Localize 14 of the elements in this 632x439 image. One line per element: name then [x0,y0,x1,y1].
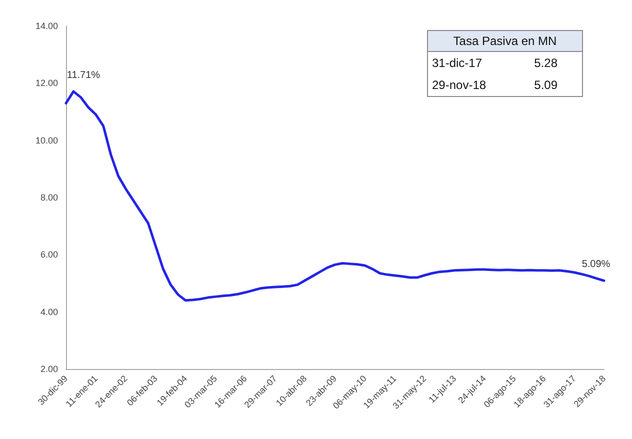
y-tick-label: 8.00 [40,192,58,202]
annotation: 31-dic-17 [431,55,484,72]
y-tick-label: 4.00 [40,306,58,317]
y-tick-label: 6.00 [40,250,58,260]
y-tick-label: 10.00 [35,135,58,146]
annotation: Tasa Pasiva en MN [428,30,582,52]
y-tick-label: 14.00 [35,21,58,31]
data-label: 11.71% [66,70,100,81]
y-tick-label: 12.00 [35,78,58,88]
annotation: 5.28 [533,55,559,72]
annotation: 5.09 [533,77,559,94]
y-tick-label: 2.00 [40,364,58,374]
annotation: 29-nov-18 [431,77,488,94]
data-label: 5.09% [582,259,610,270]
